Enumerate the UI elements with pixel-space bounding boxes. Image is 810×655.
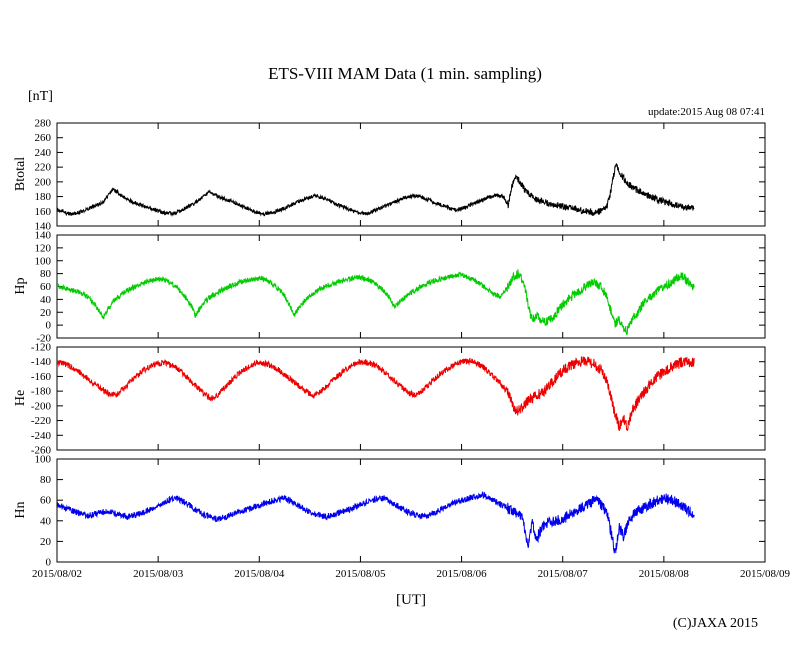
svg-text:2015/08/02: 2015/08/02	[32, 568, 82, 580]
svg-text:2015/08/07: 2015/08/07	[538, 568, 589, 580]
svg-text:2015/08/08: 2015/08/08	[639, 568, 690, 580]
svg-text:-200: -200	[31, 400, 52, 412]
svg-text:220: 220	[35, 162, 52, 174]
axis-label-hn: Hn	[13, 501, 28, 519]
svg-text:60: 60	[40, 281, 52, 293]
svg-text:200: 200	[35, 176, 52, 188]
x-axis-title: [UT]	[396, 592, 426, 608]
svg-text:80: 80	[40, 474, 52, 486]
svg-text:20: 20	[40, 307, 52, 319]
svg-text:20: 20	[40, 536, 52, 548]
axis-label-he: He	[13, 389, 28, 407]
svg-text:-20: -20	[36, 333, 51, 345]
svg-text:2015/08/09: 2015/08/09	[740, 568, 791, 580]
axis-label-hp: Hp	[13, 277, 28, 295]
svg-text:2015/08/05: 2015/08/05	[335, 568, 386, 580]
svg-text:40: 40	[40, 294, 52, 306]
svg-text:180: 180	[35, 191, 52, 203]
svg-text:60: 60	[40, 495, 52, 507]
svg-text:240: 240	[35, 147, 52, 159]
chart-title: ETS-VIII MAM Data (1 min. sampling)	[268, 64, 542, 83]
svg-text:-180: -180	[31, 386, 52, 398]
axis-label-btotal: Btotal	[13, 156, 28, 192]
svg-text:260: 260	[35, 132, 52, 144]
svg-text:-140: -140	[31, 356, 52, 368]
svg-text:-220: -220	[31, 415, 52, 427]
svg-text:-240: -240	[31, 430, 52, 442]
y-unit-label: [nT]	[28, 89, 53, 104]
svg-text:40: 40	[40, 515, 52, 527]
svg-text:-160: -160	[31, 371, 52, 383]
svg-text:80: 80	[40, 268, 52, 280]
svg-text:0: 0	[46, 557, 52, 569]
copyright: (C)JAXA 2015	[672, 616, 758, 631]
svg-text:100: 100	[35, 255, 52, 267]
svg-text:140: 140	[35, 230, 52, 242]
svg-text:100: 100	[35, 454, 52, 466]
svg-text:280: 280	[35, 118, 52, 130]
svg-text:160: 160	[35, 206, 52, 218]
svg-text:-260: -260	[31, 445, 52, 457]
update-timestamp: update:2015 Aug 08 07:41	[647, 106, 765, 118]
svg-text:2015/08/03: 2015/08/03	[133, 568, 184, 580]
svg-text:140: 140	[35, 221, 52, 233]
svg-text:2015/08/04: 2015/08/04	[234, 568, 285, 580]
svg-text:2015/08/06: 2015/08/06	[437, 568, 488, 580]
svg-text:0: 0	[46, 320, 52, 332]
svg-text:-120: -120	[31, 342, 52, 354]
svg-text:120: 120	[35, 242, 52, 254]
